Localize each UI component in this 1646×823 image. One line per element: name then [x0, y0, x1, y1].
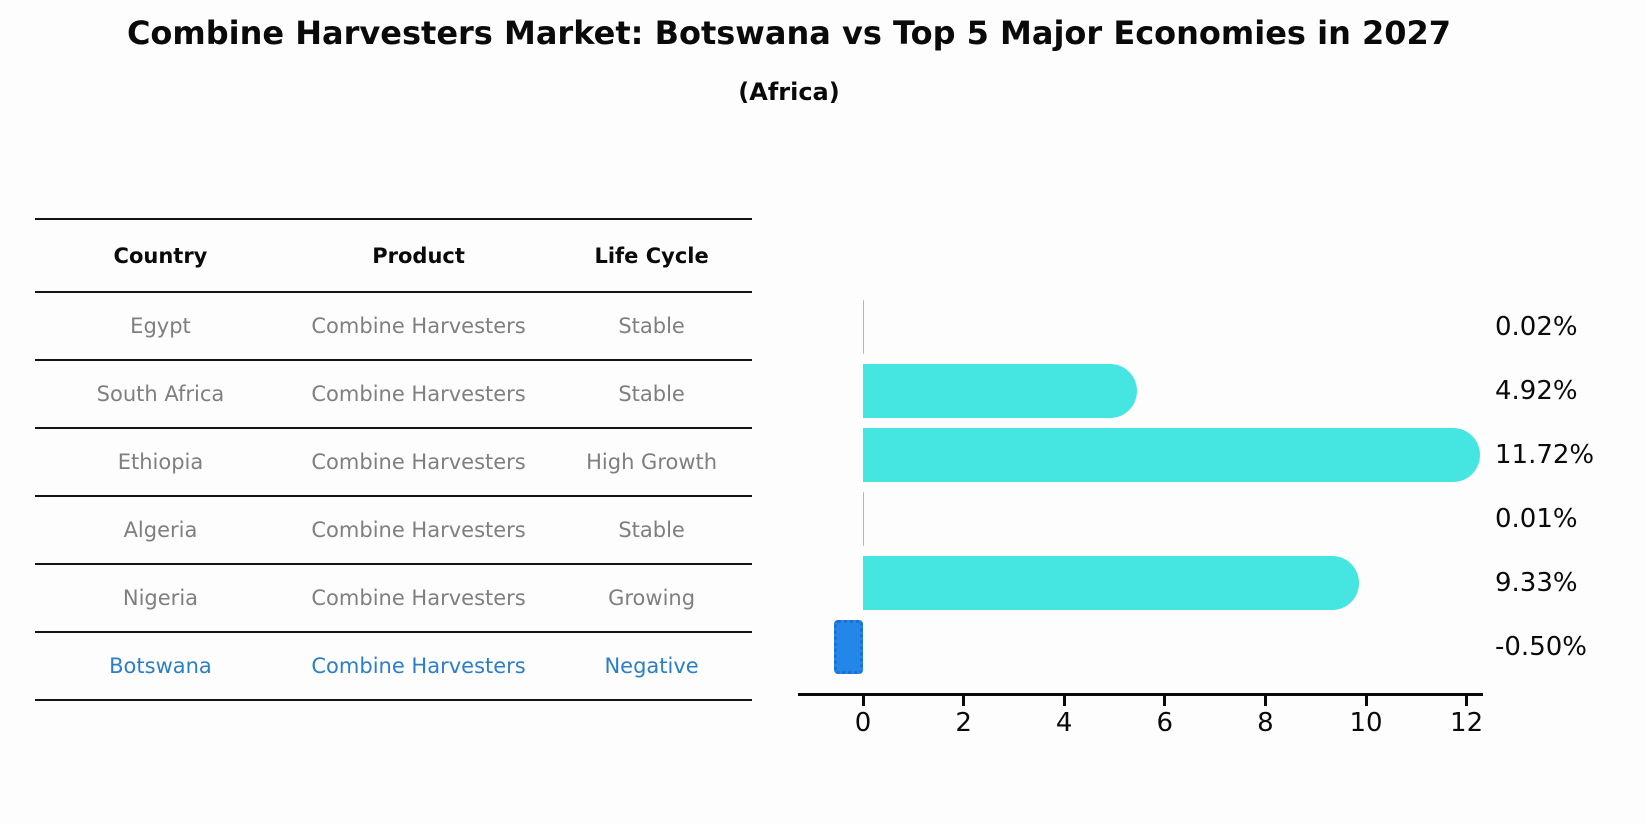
column-header-life-cycle: Life Cycle — [594, 243, 709, 268]
bar-value-label: -0.50% — [1495, 632, 1587, 662]
table-row: Ethiopia Combine Harvesters High Growth — [35, 429, 752, 497]
table-cell-product: Combine Harvesters — [311, 450, 526, 474]
table-cell-product: Combine Harvesters — [311, 314, 526, 338]
x-axis-tick-label: 8 — [1257, 708, 1274, 738]
table-cell-life-cycle: High Growth — [586, 450, 718, 474]
table-cell-life-cycle: Growing — [608, 586, 696, 610]
bar-botswana — [833, 620, 863, 674]
bar-value-label: 0.01% — [1495, 504, 1578, 534]
table-cell-country: Nigeria — [122, 586, 199, 610]
bar-nigeria — [863, 556, 1360, 610]
table-cell-country: Botswana — [109, 654, 212, 678]
table-header-row: Country Product Life Cycle — [35, 218, 752, 293]
x-axis-tick-mark — [1263, 696, 1267, 706]
chart-subtitle: (Africa) — [738, 78, 840, 106]
column-header-product: Product — [372, 243, 465, 268]
x-axis-tick-label: 10 — [1349, 708, 1383, 738]
chart-title: Combine Harvesters Market: Botswana vs T… — [126, 14, 1452, 52]
bar-value-label: 4.92% — [1495, 376, 1578, 406]
table-cell-life-cycle: Stable — [618, 518, 685, 542]
table-body: Egypt Combine Harvesters Stable South Afric… — [35, 293, 752, 701]
bar-south-africa — [863, 364, 1138, 418]
x-axis-tick-label: 0 — [854, 708, 872, 738]
table-cell-life-cycle: Stable — [618, 314, 685, 338]
table-row: South Africa Combine Harvesters Stable — [35, 361, 752, 429]
x-axis-tick-label: 12 — [1450, 708, 1484, 738]
table-cell-life-cycle: Stable — [618, 382, 685, 406]
x-axis-tick-mark — [1364, 696, 1368, 706]
x-axis-tick-label: 2 — [955, 708, 972, 738]
table-cell-product: Combine Harvesters — [311, 382, 526, 406]
bar-value-label: 0.02% — [1495, 312, 1578, 342]
x-axis-tick-mark — [1163, 696, 1167, 706]
table-cell-country: Egypt — [130, 314, 191, 338]
table-cell-country: Ethiopia — [117, 450, 204, 474]
x-axis-line — [798, 693, 1483, 696]
figure-header: Combine Harvesters Market: Botswana vs T… — [0, 0, 1578, 106]
bar-value-label: 11.72% — [1495, 440, 1595, 470]
bar-value-label: 9.33% — [1495, 568, 1578, 598]
table-cell-country: South Africa — [96, 382, 225, 406]
column-header-country: Country — [113, 243, 208, 268]
x-axis-tick-mark — [962, 696, 966, 706]
bar-ethiopia — [863, 428, 1480, 482]
table-cell-product: Combine Harvesters — [311, 654, 526, 678]
table-row: Algeria Combine Harvesters Stable — [35, 497, 752, 565]
table-row: Botswana Combine Harvesters Negative — [35, 633, 752, 701]
bar-algeria — [863, 492, 864, 546]
x-axis-tick-mark — [1465, 696, 1469, 706]
table-cell-country: Algeria — [123, 518, 198, 542]
table-row: Egypt Combine Harvesters Stable — [35, 293, 752, 361]
table-cell-life-cycle: Negative — [604, 654, 699, 678]
bar-egypt — [863, 300, 864, 354]
table-cell-product: Combine Harvesters — [311, 518, 526, 542]
table-row: Nigeria Combine Harvesters Growing — [35, 565, 752, 633]
x-axis-tick-label: 6 — [1156, 708, 1174, 738]
x-axis-tick-mark — [1062, 696, 1066, 706]
x-axis-tick-mark — [861, 696, 865, 706]
table-cell-product: Combine Harvesters — [311, 586, 526, 610]
country-table: Country Product Life Cycle Egypt Combine … — [35, 218, 752, 701]
x-axis-tick-label: 4 — [1055, 708, 1073, 738]
